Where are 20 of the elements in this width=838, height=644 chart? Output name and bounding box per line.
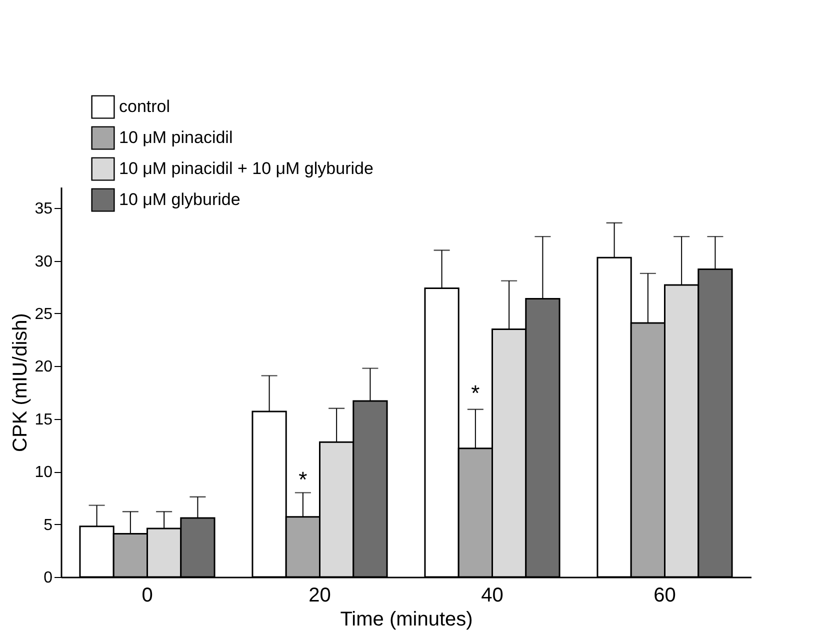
x-tick-label: 40 <box>481 584 504 606</box>
annotation: * <box>471 380 480 406</box>
y-tick-label: 30 <box>34 253 53 270</box>
annotation: * <box>298 466 308 492</box>
legend-label: 10 μM glyburide <box>119 190 240 209</box>
y-tick-label: 20 <box>34 358 53 376</box>
y-axis-title: CPK (mIU/dish) <box>10 313 32 452</box>
legend-label: 10 μM pinacidil <box>119 128 233 147</box>
x-tick-label: 60 <box>654 584 676 606</box>
x-tick-label: 20 <box>308 584 331 606</box>
legend-label: 10 μM pinacidil + 10 μM glyburide <box>119 159 374 178</box>
y-tick-label: 25 <box>34 306 53 323</box>
y-tick-label: 0 <box>44 570 53 586</box>
y-tick-label: 15 <box>34 411 53 428</box>
legend-label: control <box>119 97 170 116</box>
y-tick-label: 5 <box>44 516 53 534</box>
x-axis-title: Time (minutes) <box>340 608 473 630</box>
y-tick-label: 35 <box>34 200 53 218</box>
x-tick-label: 0 <box>142 584 153 606</box>
y-tick-label: 10 <box>34 464 53 482</box>
